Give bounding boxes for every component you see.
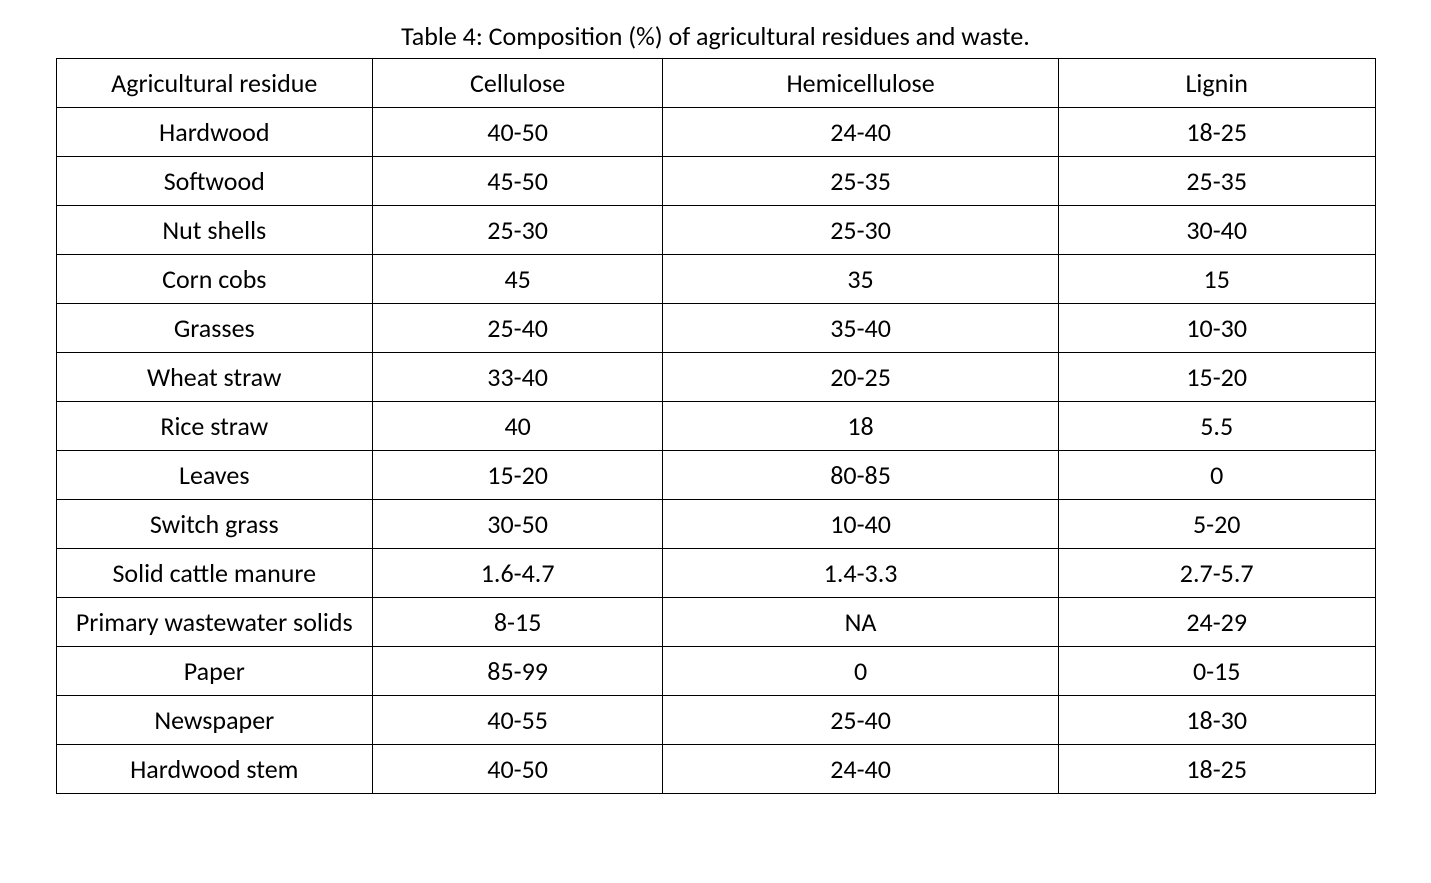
cell-hemicellulose: NA: [663, 598, 1059, 647]
cell-cellulose: 85-99: [373, 647, 663, 696]
table-caption: Table 4: Composition (%) of agricultural…: [40, 20, 1391, 52]
cell-cellulose: 40-50: [373, 745, 663, 794]
cell-hemicellulose: 1.4-3.3: [663, 549, 1059, 598]
cell-residue: Wheat straw: [56, 353, 373, 402]
cell-lignin: 5-20: [1058, 500, 1375, 549]
cell-cellulose: 30-50: [373, 500, 663, 549]
table-row: Leaves 15-20 80-85 0: [56, 451, 1375, 500]
cell-lignin: 30-40: [1058, 206, 1375, 255]
table-row: Grasses 25-40 35-40 10-30: [56, 304, 1375, 353]
cell-lignin: 5.5: [1058, 402, 1375, 451]
cell-hemicellulose: 25-40: [663, 696, 1059, 745]
cell-hemicellulose: 24-40: [663, 108, 1059, 157]
cell-cellulose: 15-20: [373, 451, 663, 500]
cell-residue: Leaves: [56, 451, 373, 500]
cell-lignin: 15-20: [1058, 353, 1375, 402]
table-row: Nut shells 25-30 25-30 30-40: [56, 206, 1375, 255]
cell-residue: Nut shells: [56, 206, 373, 255]
cell-cellulose: 45: [373, 255, 663, 304]
cell-residue: Hardwood: [56, 108, 373, 157]
cell-residue: Corn cobs: [56, 255, 373, 304]
cell-lignin: 0: [1058, 451, 1375, 500]
cell-lignin: 2.7-5.7: [1058, 549, 1375, 598]
cell-residue: Solid cattle manure: [56, 549, 373, 598]
cell-hemicellulose: 0: [663, 647, 1059, 696]
cell-residue: Rice straw: [56, 402, 373, 451]
cell-hemicellulose: 25-35: [663, 157, 1059, 206]
cell-hemicellulose: 80-85: [663, 451, 1059, 500]
table-row: Wheat straw 33-40 20-25 15-20: [56, 353, 1375, 402]
composition-table: Agricultural residue Cellulose Hemicellu…: [56, 58, 1376, 794]
cell-cellulose: 33-40: [373, 353, 663, 402]
cell-residue: Hardwood stem: [56, 745, 373, 794]
table-row: Hardwood 40-50 24-40 18-25: [56, 108, 1375, 157]
cell-lignin: 10-30: [1058, 304, 1375, 353]
cell-lignin: 0-15: [1058, 647, 1375, 696]
cell-hemicellulose: 25-30: [663, 206, 1059, 255]
cell-cellulose: 8-15: [373, 598, 663, 647]
cell-residue: Switch grass: [56, 500, 373, 549]
cell-residue: Paper: [56, 647, 373, 696]
cell-lignin: 18-25: [1058, 108, 1375, 157]
col-header-hemicellulose: Hemicellulose: [663, 59, 1059, 108]
table-row: Primary wastewater solids 8-15 NA 24-29: [56, 598, 1375, 647]
table-row: Newspaper 40-55 25-40 18-30: [56, 696, 1375, 745]
cell-residue: Primary wastewater solids: [56, 598, 373, 647]
cell-residue: Softwood: [56, 157, 373, 206]
cell-cellulose: 40: [373, 402, 663, 451]
cell-lignin: 18-30: [1058, 696, 1375, 745]
cell-lignin: 15: [1058, 255, 1375, 304]
cell-cellulose: 25-30: [373, 206, 663, 255]
table-row: Solid cattle manure 1.6-4.7 1.4-3.3 2.7-…: [56, 549, 1375, 598]
cell-cellulose: 25-40: [373, 304, 663, 353]
table-row: Rice straw 40 18 5.5: [56, 402, 1375, 451]
cell-cellulose: 40-55: [373, 696, 663, 745]
table-header-row: Agricultural residue Cellulose Hemicellu…: [56, 59, 1375, 108]
cell-residue: Newspaper: [56, 696, 373, 745]
cell-cellulose: 40-50: [373, 108, 663, 157]
cell-cellulose: 45-50: [373, 157, 663, 206]
table-row: Hardwood stem 40-50 24-40 18-25: [56, 745, 1375, 794]
cell-cellulose: 1.6-4.7: [373, 549, 663, 598]
cell-lignin: 18-25: [1058, 745, 1375, 794]
cell-lignin: 24-29: [1058, 598, 1375, 647]
cell-hemicellulose: 35: [663, 255, 1059, 304]
col-header-residue: Agricultural residue: [56, 59, 373, 108]
table-row: Softwood 45-50 25-35 25-35: [56, 157, 1375, 206]
cell-hemicellulose: 10-40: [663, 500, 1059, 549]
col-header-lignin: Lignin: [1058, 59, 1375, 108]
table-row: Switch grass 30-50 10-40 5-20: [56, 500, 1375, 549]
table-row: Corn cobs 45 35 15: [56, 255, 1375, 304]
cell-hemicellulose: 24-40: [663, 745, 1059, 794]
cell-hemicellulose: 18: [663, 402, 1059, 451]
cell-hemicellulose: 20-25: [663, 353, 1059, 402]
table-body: Hardwood 40-50 24-40 18-25 Softwood 45-5…: [56, 108, 1375, 794]
table-row: Paper 85-99 0 0-15: [56, 647, 1375, 696]
cell-residue: Grasses: [56, 304, 373, 353]
cell-hemicellulose: 35-40: [663, 304, 1059, 353]
col-header-cellulose: Cellulose: [373, 59, 663, 108]
cell-lignin: 25-35: [1058, 157, 1375, 206]
